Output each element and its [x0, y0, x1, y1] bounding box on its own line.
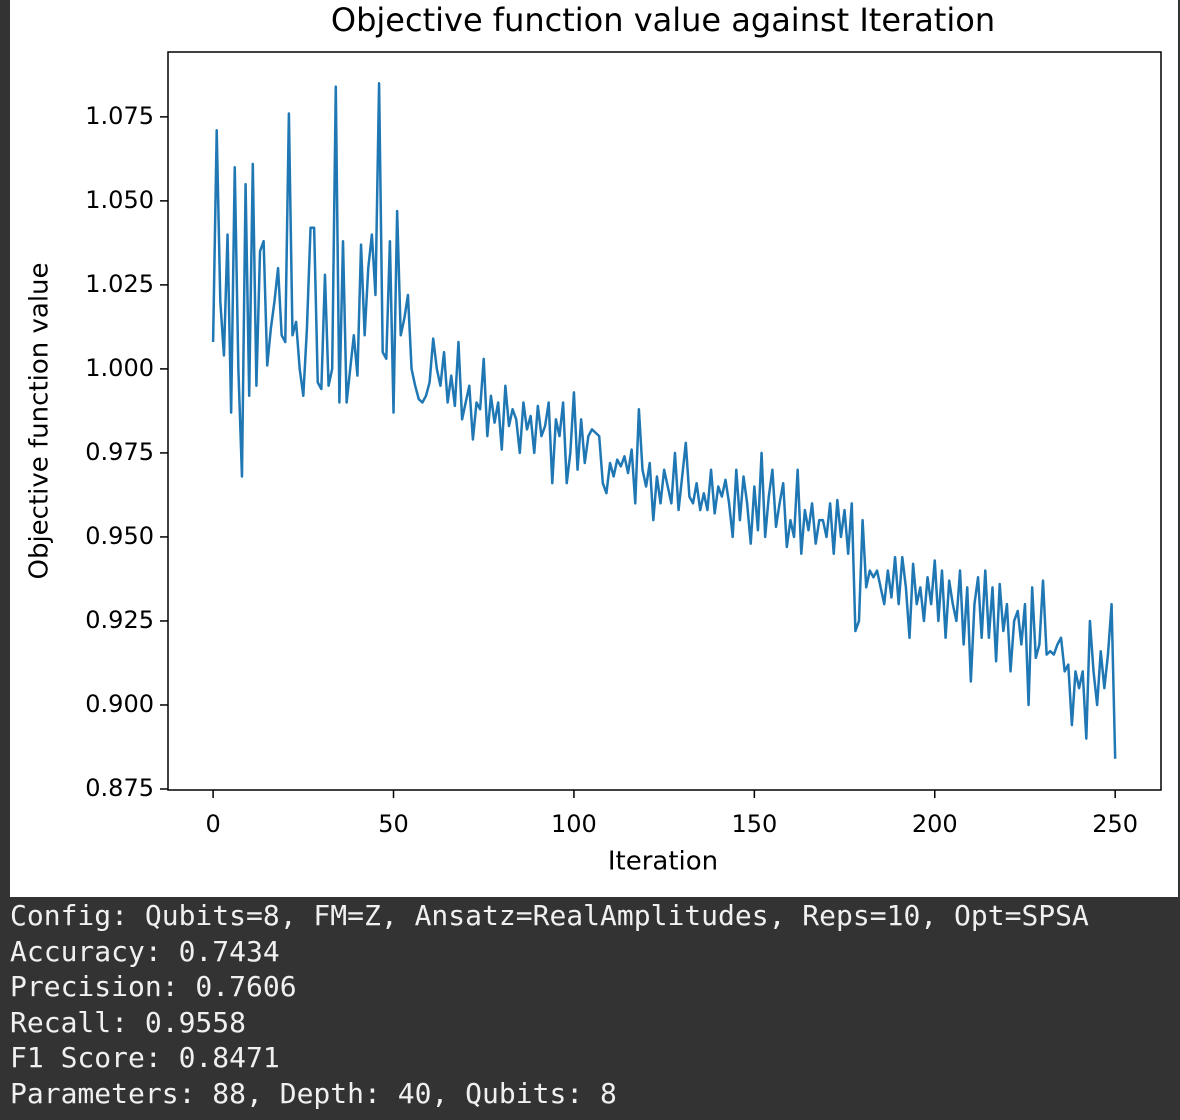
y-tick-label: 0.875	[85, 774, 154, 802]
y-axis-label: Objective function value	[25, 262, 55, 579]
y-tick-label: 0.950	[85, 522, 154, 550]
y-tick-label: 1.000	[85, 354, 154, 382]
x-tick-label: 0	[205, 810, 220, 838]
chart-background	[10, 0, 1178, 897]
output-line: F1 Score: 0.8471	[10, 1041, 280, 1074]
x-tick-label: 200	[912, 810, 958, 838]
y-tick-label: 1.075	[85, 102, 154, 130]
y-tick-label: 0.900	[85, 690, 154, 718]
x-tick-label: 50	[378, 810, 409, 838]
output-line: Parameters: 88, Depth: 40, Qubits: 8	[10, 1076, 617, 1110]
chart-title: Objective function value against Iterati…	[331, 1, 995, 39]
data-line	[211, 82, 1117, 759]
y-tick-label: 1.050	[85, 186, 154, 214]
x-axis-label: Iteration	[608, 847, 718, 877]
y-tick-label: 0.925	[85, 606, 154, 634]
output-line: Accuracy: 0.7434	[10, 934, 280, 968]
x-tick-label: 150	[731, 810, 777, 838]
output-line: Precision: 0.7606	[10, 970, 297, 1003]
x-tick-label: 100	[551, 810, 597, 838]
output-line: Config: Qubits=8, FM=Z, Ansatz=RealAmpli…	[10, 899, 1089, 932]
x-tick-label: 250	[1092, 810, 1138, 838]
y-tick-label: 1.025	[85, 270, 154, 298]
output-line: Recall: 0.9558	[10, 1005, 247, 1039]
y-tick-label: 0.975	[85, 438, 154, 466]
chart: Objective function value against Iterati…	[10, 0, 1178, 897]
plot-frame	[167, 51, 1162, 791]
output-text: Config: Qubits=8, FM=Z, Ansatz=RealAmpli…	[10, 898, 1089, 1111]
